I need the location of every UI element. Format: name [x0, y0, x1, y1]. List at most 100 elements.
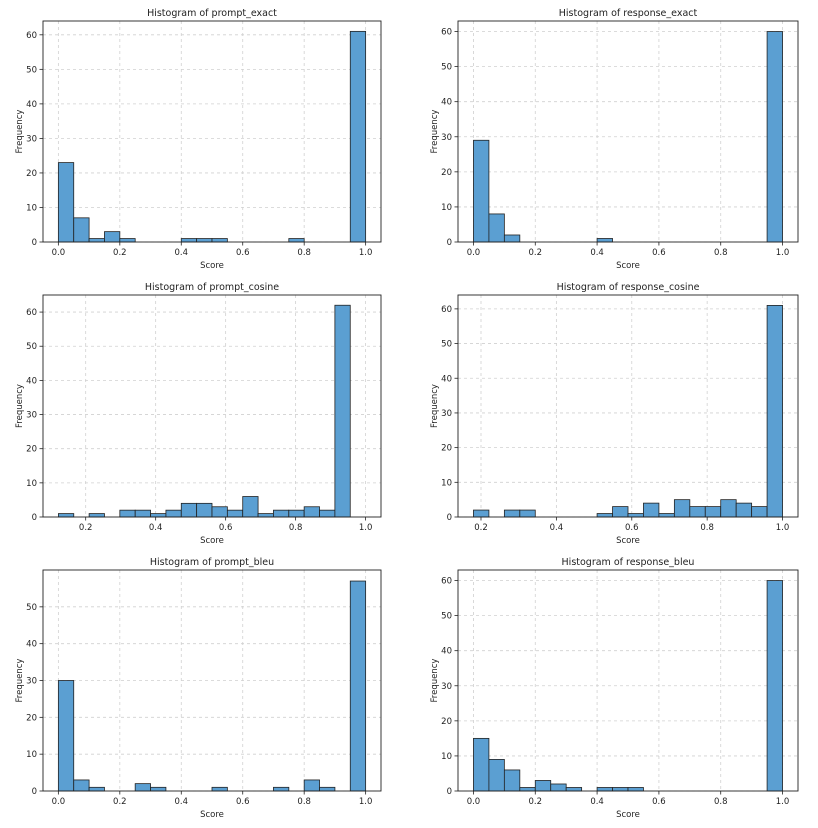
x-tick-label: 1.0	[359, 523, 373, 533]
y-tick-label: 10	[441, 203, 452, 213]
x-tick-label: 0.6	[625, 523, 639, 533]
histogram-bar	[196, 238, 213, 243]
y-tick-label: 40	[441, 647, 452, 657]
histogram-bar	[319, 509, 336, 518]
histogram-bar	[658, 513, 675, 518]
histogram-bar	[57, 162, 75, 243]
x-tick-label: 0.2	[529, 248, 543, 258]
x-tick-label: 0.2	[113, 797, 127, 807]
x-tick-label: 0.6	[236, 248, 250, 258]
y-axis-label: Frequency	[430, 384, 440, 428]
chart-panel-3: 0.2 0.4 0.6 0.8 1.0 0 10 20 30 40 50 60 Histogram of…	[430, 282, 799, 546]
chart-title: Histogram of response_exact	[559, 8, 698, 19]
histogram-bar	[766, 580, 783, 792]
y-tick-label: 60	[441, 28, 452, 38]
x-tick-label: 0.6	[652, 797, 666, 807]
x-tick-label: 0.0	[467, 248, 481, 258]
x-tick-label: 0.4	[149, 523, 163, 533]
y-tick-label: 30	[26, 134, 37, 144]
y-tick-label: 60	[26, 31, 37, 41]
histogram-bar	[319, 786, 336, 792]
x-axis-label: Score	[616, 810, 640, 820]
histogram-bar	[473, 139, 490, 243]
histogram-bar	[180, 502, 198, 518]
x-axis-label: Score	[200, 536, 224, 546]
y-tick-label: 10	[441, 478, 452, 488]
x-tick-label: 0.8	[700, 523, 714, 533]
y-tick-label: 0	[32, 787, 37, 797]
histogram-bar	[766, 305, 783, 518]
histogram-bar	[503, 234, 521, 243]
x-tick-label: 0.8	[714, 797, 728, 807]
y-tick-label: 50	[26, 65, 37, 75]
y-axis-label: Frequency	[430, 110, 440, 154]
histogram-bar	[534, 780, 552, 792]
x-tick-label: 0.2	[474, 523, 488, 533]
y-tick-label: 20	[441, 717, 452, 727]
histogram-bar	[519, 787, 536, 792]
axes-frame	[42, 294, 382, 518]
x-tick-label: 0.8	[289, 523, 303, 533]
histogram-bar	[165, 509, 182, 518]
histogram-bar	[134, 509, 151, 518]
y-tick-label: 50	[26, 603, 37, 613]
x-tick-label: 1.0	[776, 248, 790, 258]
histogram-bar	[303, 506, 320, 518]
histogram-bar	[288, 238, 305, 243]
histogram-bar	[735, 502, 753, 518]
histogram-bar	[766, 31, 783, 243]
y-tick-label: 30	[441, 682, 452, 692]
y-tick-label: 60	[441, 577, 452, 587]
histogram-bar	[673, 499, 691, 518]
histogram-bar	[119, 238, 136, 243]
chart-panel-4: 0.0 0.2 0.4 0.6 0.8 1.0 0 10 20 30 40 50 Histogram o…	[15, 557, 382, 820]
histogram-bar	[196, 502, 213, 518]
x-tick-label: 1.0	[359, 797, 373, 807]
y-tick-label: 50	[441, 63, 452, 73]
histogram-bar	[180, 238, 198, 243]
histogram-bar	[349, 580, 367, 792]
x-tick-label: 0.0	[52, 797, 66, 807]
histogram-bar	[612, 506, 629, 518]
histogram-bar	[150, 513, 167, 518]
histogram-bar	[488, 213, 505, 243]
histogram-bar	[488, 759, 505, 792]
histogram-bar	[503, 769, 521, 792]
y-tick-label: 60	[26, 308, 37, 318]
histogram-bar	[73, 779, 90, 792]
histogram-bar	[349, 30, 367, 243]
histogram-bar	[88, 513, 105, 518]
y-tick-label: 50	[26, 342, 37, 352]
x-tick-label: 0.8	[297, 248, 311, 258]
x-tick-label: 0.4	[550, 523, 564, 533]
histogram-bar	[88, 786, 105, 792]
histogram-bar	[720, 499, 737, 518]
histogram-bar	[57, 680, 75, 792]
x-axis-label: Score	[616, 536, 640, 546]
histogram-bar	[288, 509, 305, 518]
y-tick-label: 40	[26, 376, 37, 386]
chart-panel-0: 0.0 0.2 0.4 0.6 0.8 1.0 0 10 20 30 40 50 60 Histogram…	[15, 8, 382, 271]
axes-frame	[42, 20, 382, 243]
histogram-bar	[119, 509, 136, 518]
x-tick-label: 0.2	[113, 248, 127, 258]
chart-title: Histogram of prompt_exact	[147, 8, 277, 19]
x-tick-label: 0.6	[236, 797, 250, 807]
histogram-bar	[565, 787, 583, 792]
x-tick-label: 1.0	[776, 797, 790, 807]
x-tick-label: 0.4	[175, 797, 189, 807]
histogram-bar	[643, 502, 660, 518]
chart-panel-5: 0.0 0.2 0.4 0.6 0.8 1.0 0 10 20 30 40 50 60 Histogram…	[430, 557, 799, 820]
histogram-bar	[211, 786, 228, 792]
histogram-bar	[273, 786, 290, 792]
histogram-bar	[596, 787, 613, 792]
y-tick-label: 10	[26, 750, 37, 760]
y-tick-label: 40	[26, 640, 37, 650]
y-tick-label: 50	[441, 340, 452, 350]
chart-title: Histogram of response_bleu	[562, 557, 695, 568]
y-tick-label: 20	[441, 168, 452, 178]
y-tick-label: 60	[441, 305, 452, 315]
chart-title: Histogram of prompt_bleu	[150, 557, 274, 568]
x-tick-label: 0.8	[297, 797, 311, 807]
